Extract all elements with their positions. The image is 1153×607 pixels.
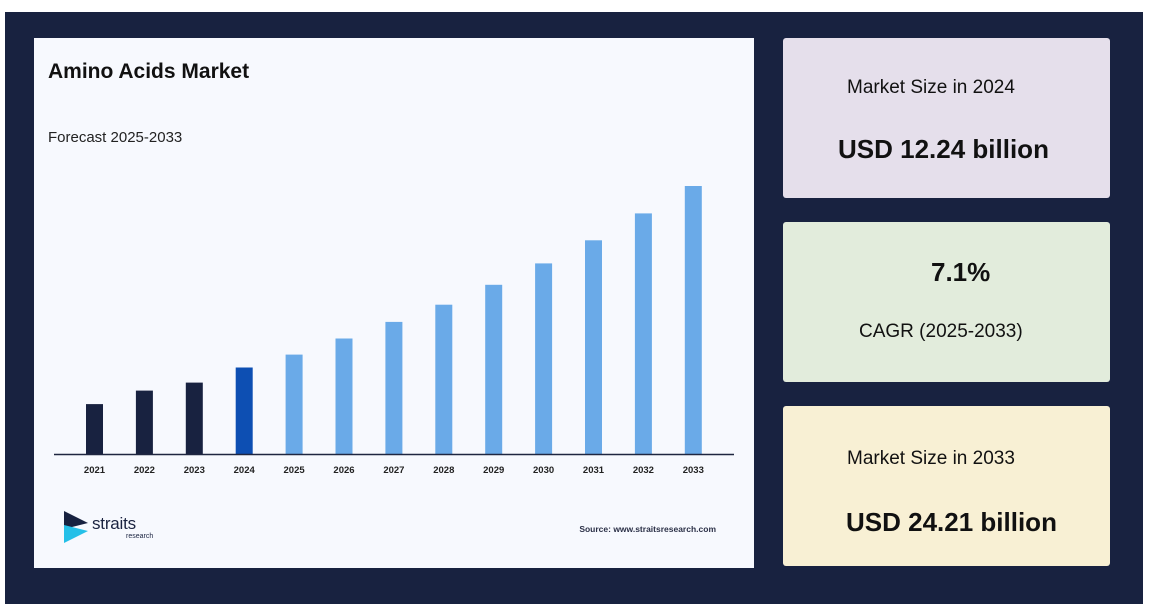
x-tick-label: 2025 [284,465,306,476]
bar-2033 [684,186,702,454]
chart-panel: Amino Acids Market Forecast 2025-2033 20… [34,38,754,568]
bar-2022 [135,390,153,454]
x-tick-label: 2023 [184,465,205,476]
source-note: Source: www.straitsresearch.com [579,524,716,534]
x-tick-label: 2027 [383,465,404,476]
card-value: 7.1% [931,257,991,287]
bar-2028 [435,304,453,454]
card-label: CAGR (2025-2033) [859,321,1023,342]
card-label: Market Size in 2024 [847,77,1015,98]
x-tick-label: 2024 [234,465,256,476]
bar-2032 [634,213,652,454]
logo-wordmark: straits [92,514,136,533]
bar-2023 [185,382,203,454]
bar-2024 [235,367,253,454]
bar-2021 [86,404,103,454]
x-tick-label: 2028 [433,465,454,476]
bar-2030 [535,263,553,454]
straits-logo-icon [64,511,88,543]
card-value: USD 24.21 billion [846,507,1057,537]
x-tick-label: 2021 [84,465,106,476]
x-tick-label: 2026 [333,465,354,476]
x-tick-label: 2029 [483,465,504,476]
bar-2025 [285,354,303,454]
market-size-2033-card: Market Size in 2033 USD 24.21 billion [783,406,1110,566]
card-value: USD 12.24 billion [838,134,1049,164]
market-size-2024-card: Market Size in 2024 USD 12.24 billion [783,38,1110,198]
bar-chart: 2021 2022 2023 2024 2025 2026 2027 2028 2029 2030… [54,186,734,476]
chart-title: Amino Acids Market [48,60,250,83]
x-tick-label: 2031 [583,465,605,476]
x-tick-label: 2032 [633,465,654,476]
logo-subtext: research [126,533,154,540]
chart-subtitle: Forecast 2025-2033 [48,129,183,146]
x-tick-label: 2022 [134,465,155,476]
bar-2029 [485,284,503,454]
bar-2027 [385,321,403,454]
straits-logo: straits research [62,509,182,549]
x-tick-label: 2033 [683,465,704,476]
x-tick-label: 2030 [533,465,554,476]
card-label: Market Size in 2033 [847,448,1015,469]
bar-2026 [335,338,353,454]
cagr-card: 7.1% CAGR (2025-2033) [783,222,1110,382]
bar-2031 [585,240,602,454]
